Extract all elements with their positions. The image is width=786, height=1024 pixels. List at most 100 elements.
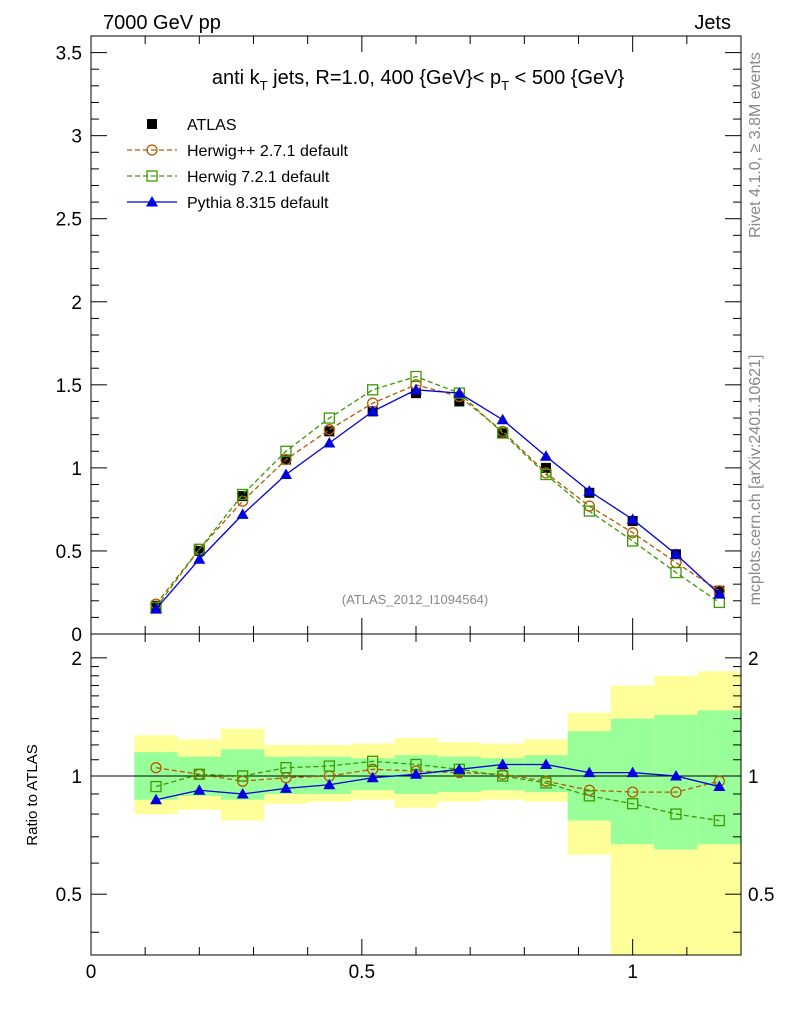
line-herwig-7-2-1-default — [155, 375, 720, 608]
main-ytick-label: 3 — [71, 127, 82, 148]
point-pythia-8-315-default — [583, 485, 596, 496]
series-pythia-8-315-default — [150, 383, 726, 614]
title-part-3: < 500 {GeV} — [509, 67, 624, 89]
ratio-xtick-label: 0 — [86, 962, 97, 983]
ratio-point-pythia-8-315-default — [280, 782, 292, 793]
ratio-point-herwig-7-2-1-default — [367, 755, 379, 767]
main-ytick-label: 1.5 — [56, 376, 82, 397]
ratio-ytick-label: 0.5 — [56, 885, 82, 906]
main-panel: 00.511.522.533.5 anti kT jets, R=1.0, 40… — [56, 35, 742, 646]
mcplots-label: mcplots.cern.ch [arXiv:2401.10621] — [747, 355, 764, 606]
ratio-point-herwig-7-2-1-default — [670, 808, 682, 820]
point-pythia-8-315-default — [496, 413, 509, 425]
ratio-point-herwig-7-2-1-default — [540, 777, 552, 789]
point-herwig-7-2-1-default — [627, 535, 639, 547]
point-pythia-8-315-default — [150, 603, 162, 614]
main-ytick-label: 2.5 — [56, 210, 82, 231]
legend-entry-herwig-2-7-1-default: Herwig++ 2.7.1 default — [127, 143, 349, 160]
ratio-ytick-label-right: 1 — [748, 767, 759, 788]
ratio-ytick-label: 1 — [71, 767, 82, 788]
ratio-point-pythia-8-315-default — [583, 766, 596, 778]
legend-marker-herwig-7-2-1-default — [146, 170, 158, 182]
series-herwig-7-2-1-default — [150, 370, 725, 614]
ratio-point-herwig-7-2-1-default — [627, 798, 639, 810]
ratio-point-herwig-2-7-1-default — [150, 762, 162, 774]
ratio-point-pythia-8-315-default — [453, 763, 466, 774]
legend-entry-pythia-8-315-default: Pythia 8.315 default — [127, 195, 329, 212]
title-part-1: anti k — [212, 67, 261, 89]
title-sub-1: T — [260, 78, 268, 93]
point-pythia-8-315-default — [670, 548, 682, 559]
header-jets-label: Jets — [694, 12, 731, 34]
main-ytick-label: 1 — [71, 459, 82, 480]
point-pythia-8-315-default — [540, 450, 552, 461]
ratio-panel: 0.5 0.5 1 1 2 2 0 0.5 1 Ratio to ATLAS — [24, 633, 774, 983]
main-ytick-label: 2 — [71, 293, 82, 314]
point-pythia-8-315-default — [626, 513, 639, 524]
ratio-point-herwig-7-2-1-default — [280, 762, 292, 774]
point-herwig-2-7-1-default — [323, 424, 335, 436]
legend-marker-atlas — [147, 119, 157, 129]
ratio-point-herwig-2-7-1-default — [670, 786, 682, 798]
ratio-point-herwig-7-2-1-default — [150, 780, 162, 793]
ratio-band-inner — [654, 715, 698, 850]
ratio-ytick-label-right: 2 — [748, 649, 759, 670]
ratio-xtick-label: 1 — [627, 962, 638, 983]
ratio-point-herwig-7-2-1-default — [583, 790, 595, 802]
series-atlas — [151, 388, 725, 611]
header-energy-label: 7000 GeV pp — [103, 12, 221, 34]
ratio-point-pythia-8-315-default — [150, 793, 162, 805]
point-herwig-2-7-1-default — [280, 453, 292, 466]
chart-title: anti kT jets, R=1.0, 400 {GeV}< pT < 500… — [212, 67, 625, 93]
legend-marker-herwig-2-7-1-default — [146, 144, 158, 156]
legend-marker-pythia-8-315-default — [146, 196, 158, 207]
legend-entry-herwig-7-2-1-default: Herwig 7.2.1 default — [127, 169, 330, 186]
legend-label-herwig-7-2-1-default: Herwig 7.2.1 default — [187, 169, 330, 186]
ratio-point-pythia-8-315-default — [670, 770, 682, 781]
point-herwig-7-2-1-default — [540, 468, 552, 481]
legend-label-herwig-2-7-1-default: Herwig++ 2.7.1 default — [187, 143, 349, 160]
ratio-series-pythia-8-315-default — [150, 758, 726, 805]
main-ytick-label: 3.5 — [56, 44, 82, 65]
point-herwig-7-2-1-default — [237, 488, 249, 501]
point-pythia-8-315-default — [453, 387, 466, 398]
point-pythia-8-315-default — [366, 405, 379, 416]
series-herwig-2-7-1-default — [150, 379, 725, 610]
line-pythia-8-315-default — [155, 389, 720, 610]
ratio-point-pythia-8-315-default — [713, 780, 726, 792]
ratio-point-herwig-7-2-1-default — [713, 814, 725, 827]
legend-label-atlas: ATLAS — [187, 117, 237, 134]
ratio-band-layer — [134, 671, 741, 955]
point-pythia-8-315-default — [410, 383, 422, 395]
ratio-point-pythia-8-315-default — [540, 758, 552, 769]
ratio-point-herwig-7-2-1-default — [193, 768, 205, 780]
ratio-point-herwig-7-2-1-default — [323, 760, 335, 772]
point-pythia-8-315-default — [236, 508, 249, 519]
ratio-series-layer — [150, 755, 726, 827]
point-herwig-7-2-1-default — [497, 427, 509, 439]
point-atlas — [324, 426, 335, 437]
point-atlas — [194, 545, 205, 556]
ratio-point-pythia-8-315-default — [410, 768, 422, 779]
point-herwig-7-2-1-default — [670, 566, 682, 579]
point-pythia-8-315-default — [323, 436, 336, 448]
main-ytick-label: 0 — [71, 625, 82, 646]
title-part-2: jets, R=1.0, 400 {GeV}< p — [268, 67, 502, 89]
point-herwig-7-2-1-default — [410, 370, 422, 383]
ratio-point-pythia-8-315-default — [323, 778, 336, 790]
rivet-version-label: Rivet 4.1.0, ≥ 3.8M events — [747, 52, 764, 238]
ratio-point-herwig-7-2-1-default — [237, 770, 249, 782]
main-series-layer — [150, 370, 726, 614]
main-tick-layer: 0 0.5 1 1.5 2 2.5 3 3.5 — [56, 35, 742, 646]
ratio-point-pythia-8-315-default — [236, 787, 249, 799]
ratio-point-herwig-7-2-1-default — [497, 770, 509, 782]
ratio-point-pythia-8-315-default — [626, 766, 639, 778]
ratio-point-pythia-8-315-default — [366, 771, 379, 783]
ratio-ytick-label-right: 0.5 — [748, 885, 774, 906]
ratio-point-herwig-2-7-1-default — [627, 786, 639, 798]
point-herwig-7-2-1-default — [323, 412, 335, 424]
point-pythia-8-315-default — [713, 588, 726, 599]
title-sub-2: T — [501, 78, 509, 93]
point-herwig-7-2-1-default — [367, 384, 379, 396]
